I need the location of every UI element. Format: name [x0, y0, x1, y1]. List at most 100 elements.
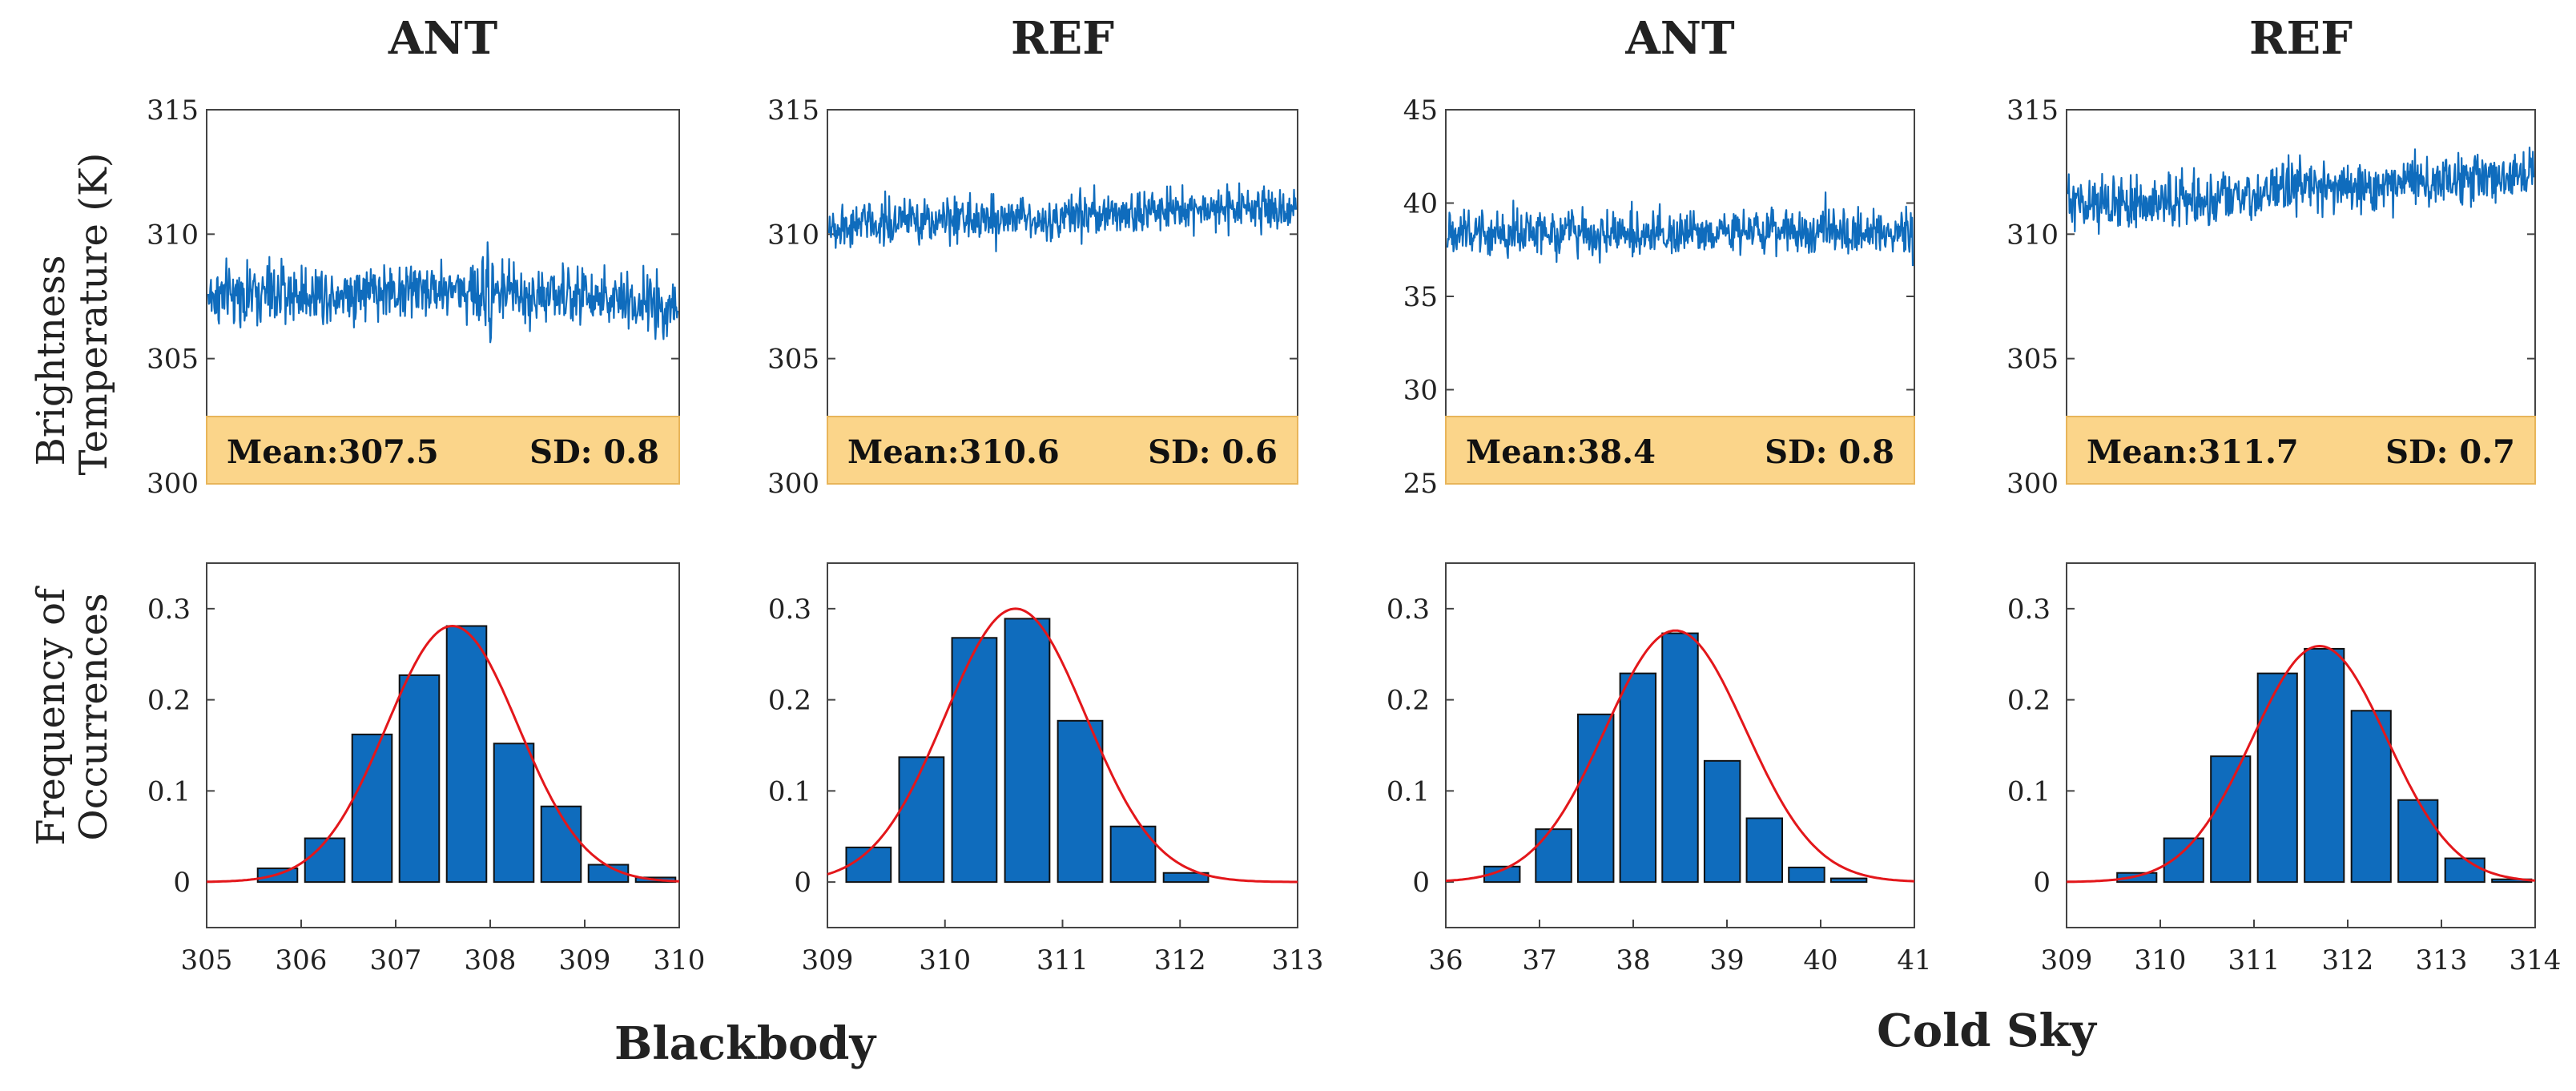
cold-sky-ref-hist-bar: [2350, 710, 2392, 884]
blackbody-ant-hist-xtick-label: 307: [370, 944, 422, 976]
cold-sky-ref-ts-ytick-label: 310: [2006, 219, 2059, 251]
cold-sky-ref-ts-ytick-label: 305: [2006, 344, 2059, 376]
blackbody-ant-stats-box: [206, 416, 680, 485]
blackbody-ref-hist-ytick-label: 0.3: [768, 594, 811, 626]
blackbody-ant-mean-label: Mean:307.5: [227, 433, 439, 471]
cold-sky-ant-hist-ytick-label: 0.2: [1387, 685, 1430, 717]
cold-sky-ant-sd-label: SD: 0.8: [1765, 433, 1894, 471]
blackbody-ant-ts-signal: [207, 241, 679, 344]
blackbody-ref-hist-xtick-label: 309: [802, 944, 854, 976]
cold-sky-ant-ts-ytick-label: 45: [1403, 95, 1438, 127]
hist-ylabel-line2: Occurrences: [71, 593, 116, 840]
blackbody-ant-ts-ytick-label: 305: [147, 344, 199, 376]
cold-sky-ref-mean-label: Mean:311.7: [2087, 433, 2299, 471]
cold-sky-ant-hist-xtick-label: 39: [1709, 944, 1744, 976]
blackbody-ant-hist-xtick-label: 309: [559, 944, 611, 976]
blackbody-ref-hist-bar: [1004, 618, 1051, 884]
blackbody-ref-ts-ytick-label: 305: [767, 344, 819, 376]
blackbody-ref-hist-bar: [951, 637, 998, 884]
cold-sky-ant-ts-signal: [1446, 191, 1914, 267]
cold-sky-ant-hist-xtick-label: 40: [1803, 944, 1837, 976]
cold-sky-ref-hist-ytick-label: 0.3: [2007, 594, 2051, 626]
cold-sky-ant-hist-ytick-label: 0.1: [1387, 775, 1430, 807]
cold-sky-ref-ts-ytick-label: 300: [2006, 468, 2059, 500]
panel-blackbody-ant: ANT 300 305 310 315 Mean:307.5 SD: 0.8 0 0.1 0.2 0…: [147, 12, 705, 976]
cold-sky-ref-hist-xtick-label: 309: [2041, 944, 2093, 976]
blackbody-ant-hist-xtick-label: 306: [276, 944, 328, 976]
blackbody-ant-hist-ytick-label: 0.3: [147, 594, 191, 626]
cold-sky-ant-hist-bar: [1576, 713, 1615, 884]
cold-sky-ref-hist-ytick-label: 0: [2033, 867, 2051, 899]
cold-sky-ref-hist-frame: [2066, 562, 2536, 928]
blackbody-ant-hist-xtick-label: 305: [181, 944, 233, 976]
blackbody-ref-hist-bar: [1109, 825, 1157, 884]
blackbody-ref-hist-bar: [1057, 719, 1104, 884]
blackbody-ref-ts-signal: [827, 182, 1298, 252]
cold-sky-ant-hist-xtick-label: 41: [1897, 944, 1931, 976]
blackbody-ant-ts-ytick-label: 315: [147, 95, 199, 127]
cold-sky-ant-ts-ytick-label: 30: [1403, 375, 1438, 407]
cold-sky-ant-hist-ytick-label: 0: [1412, 867, 1430, 899]
cold-sky-ref-hist-fit-curve: [2066, 644, 2536, 884]
cold-sky-ref-hist-ytick-label: 0.1: [2007, 775, 2051, 807]
blackbody-ref-sd-label: SD: 0.6: [1148, 433, 1278, 471]
cold-sky-ref-hist-xtick-label: 314: [2510, 944, 2562, 976]
blackbody-ref-hist-xtick-label: 312: [1154, 944, 1206, 976]
cold-sky-ref-hist-bar: [2210, 755, 2252, 884]
blackbody-ant-hist-xtick-label: 310: [654, 944, 706, 976]
cold-sky-ref-stats-box: [2066, 416, 2536, 485]
cold-sky-ant-hist-xtick-label: 38: [1616, 944, 1650, 976]
blackbody-ref-hist-bar: [898, 756, 945, 884]
blackbody-ant-hist-ytick-label: 0.2: [147, 685, 191, 717]
blackbody-ant-ts-ytick-label: 310: [147, 219, 199, 251]
ts-ylabel-line2: Temperature (K): [71, 152, 116, 475]
cold-sky-ref-hist-bar: [2397, 799, 2439, 884]
blackbody-ref-hist-xtick-label: 311: [1036, 944, 1089, 976]
cold-sky-ant-hist-bar: [1703, 759, 1741, 884]
cold-sky-ant-hist-bar: [1788, 866, 1825, 884]
blackbody-ref-hist-ytick-label: 0: [794, 867, 811, 899]
cold-sky-ant-hist-bar: [1829, 877, 1868, 884]
cold-sky-ref-hist-bar: [2163, 837, 2204, 884]
cold-sky-ant-ts-ytick-label: 25: [1403, 468, 1438, 500]
blackbody-ant-hist-xtick-label: 308: [465, 944, 517, 976]
cold-sky-ref-sd-label: SD: 0.7: [2385, 433, 2515, 471]
hist-ylabel-line1: Frequency of: [29, 586, 74, 846]
cold-sky-ant-ts-ytick-label: 35: [1403, 281, 1438, 313]
cold-sky-ref-hist-bar: [2256, 672, 2298, 884]
cold-sky-ant-title: ANT: [1624, 12, 1735, 65]
cold-sky-ref-ts-signal: [2067, 147, 2535, 236]
blackbody-ant-hist-fit-curve: [207, 624, 680, 884]
cold-sky-ref-ts-ytick-label: 315: [2006, 95, 2059, 127]
panel-cold-sky-ant: ANT 25 30 35 40 45 Mean:38.4 SD: 0.8 0 0.1 0.2 0.3 3…: [1387, 12, 1932, 976]
blackbody-ref-hist-bar: [845, 846, 892, 884]
panel-cold-sky-ref: REF 300 305 310 315 Mean:311.7 SD: 0.7 0 0.1 0.2 0…: [2006, 12, 2561, 976]
cold-sky-ant-hist-bar: [1535, 828, 1572, 884]
group-label-blackbody: Blackbody: [614, 1017, 876, 1070]
blackbody-ant-hist-ytick-label: 0: [173, 867, 191, 899]
cold-sky-ref-hist-ytick-label: 0.2: [2007, 685, 2051, 717]
blackbody-ant-ts-ytick-label: 300: [147, 468, 199, 500]
blackbody-ref-hist-fit-curve: [827, 607, 1298, 884]
cold-sky-ant-mean-label: Mean:38.4: [1466, 433, 1656, 471]
blackbody-ant-hist-frame: [206, 562, 680, 928]
cold-sky-ref-hist-bar: [2116, 872, 2158, 884]
blackbody-ant-title: ANT: [388, 12, 498, 65]
cold-sky-ref-title: REF: [2249, 12, 2353, 65]
blackbody-ref-hist-xtick-label: 310: [919, 944, 971, 976]
cold-sky-ref-hist-bar: [2444, 857, 2485, 884]
cold-sky-ant-hist-bar: [1483, 865, 1521, 884]
blackbody-ant-hist-bar: [493, 743, 535, 884]
cold-sky-ref-hist-bar: [2304, 647, 2345, 884]
cold-sky-ant-hist-bar: [1619, 672, 1657, 884]
cold-sky-ant-hist-bar: [1661, 632, 1699, 884]
blackbody-ref-hist-ytick-label: 0.1: [768, 775, 811, 807]
cold-sky-ant-hist-fit-curve: [1445, 629, 1915, 883]
cold-sky-ant-hist-ytick-label: 0.3: [1387, 594, 1430, 626]
group-label-cold-sky: Cold Sky: [1877, 1004, 2097, 1057]
cold-sky-ant-hist-xtick-label: 37: [1522, 944, 1556, 976]
cold-sky-ant-stats-box: [1445, 416, 1915, 485]
ts-ylabel-line1: Brightness: [29, 255, 74, 465]
blackbody-ant-hist-bar: [540, 805, 582, 884]
blackbody-ref-ts-ytick-label: 300: [767, 468, 819, 500]
